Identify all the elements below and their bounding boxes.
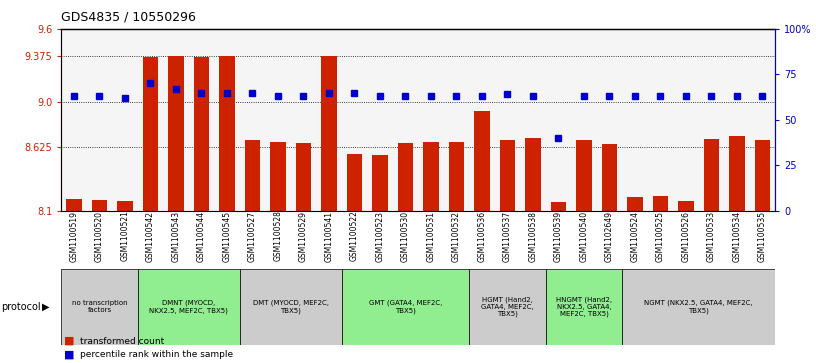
Text: no transcription
factors: no transcription factors	[72, 300, 127, 313]
Text: GMT (GATA4, MEF2C,
TBX5): GMT (GATA4, MEF2C, TBX5)	[369, 300, 442, 314]
Text: GSM1100545: GSM1100545	[223, 211, 232, 262]
Bar	[193, 57, 209, 211]
Bar	[424, 142, 438, 211]
Bar	[168, 56, 184, 211]
Text: GSM1100533: GSM1100533	[707, 211, 716, 262]
Bar	[66, 199, 82, 211]
Bar	[295, 143, 311, 211]
Bar	[449, 142, 464, 211]
Text: GSM1100526: GSM1100526	[681, 211, 690, 261]
Text: GSM1100529: GSM1100529	[299, 211, 308, 261]
Text: DMNT (MYOCD,
NKX2.5, MEF2C, TBX5): DMNT (MYOCD, NKX2.5, MEF2C, TBX5)	[149, 300, 228, 314]
Bar	[322, 56, 336, 211]
Bar	[143, 57, 158, 211]
Bar	[469, 269, 546, 345]
Text: GSM1100519: GSM1100519	[69, 211, 78, 261]
Text: GSM1100522: GSM1100522	[350, 211, 359, 261]
Text: GSM1100540: GSM1100540	[579, 211, 588, 262]
Text: GSM1100525: GSM1100525	[656, 211, 665, 261]
Text: HNGMT (Hand2,
NKX2.5, GATA4,
MEF2C, TBX5): HNGMT (Hand2, NKX2.5, GATA4, MEF2C, TBX5…	[556, 296, 612, 317]
Bar	[601, 144, 617, 211]
Bar	[61, 269, 138, 345]
Text: GDS4835 / 10550296: GDS4835 / 10550296	[61, 11, 196, 24]
Bar	[118, 201, 132, 211]
Text: GSM1100524: GSM1100524	[631, 211, 640, 261]
Text: GSM1100541: GSM1100541	[325, 211, 334, 261]
Text: GSM1100523: GSM1100523	[375, 211, 384, 261]
Bar	[270, 142, 286, 211]
Text: GSM1100543: GSM1100543	[171, 211, 180, 262]
Text: GSM1100534: GSM1100534	[733, 211, 742, 262]
Bar	[474, 111, 490, 211]
Bar	[220, 56, 234, 211]
Text: GSM1100542: GSM1100542	[146, 211, 155, 261]
Text: GSM1100535: GSM1100535	[758, 211, 767, 262]
Text: GSM1100527: GSM1100527	[248, 211, 257, 261]
Bar	[551, 202, 566, 211]
Bar	[755, 140, 770, 211]
Text: GSM1100521: GSM1100521	[121, 211, 130, 261]
Bar	[240, 269, 342, 345]
Bar	[576, 140, 592, 211]
Text: GSM1100520: GSM1100520	[95, 211, 104, 261]
Bar	[628, 197, 642, 211]
Bar	[138, 269, 240, 345]
Text: GSM1102649: GSM1102649	[605, 211, 614, 261]
Bar	[703, 139, 719, 211]
Bar	[730, 135, 744, 211]
Text: GSM1100530: GSM1100530	[401, 211, 410, 262]
Bar	[499, 140, 515, 211]
Text: GSM1100537: GSM1100537	[503, 211, 512, 262]
Text: transformed count: transformed count	[80, 337, 164, 346]
Bar	[397, 143, 413, 211]
Bar	[342, 269, 469, 345]
Text: percentile rank within the sample: percentile rank within the sample	[80, 350, 233, 359]
Text: ■: ■	[64, 349, 74, 359]
Text: GSM1100528: GSM1100528	[273, 211, 282, 261]
Bar	[546, 269, 622, 345]
Text: ■: ■	[64, 335, 74, 346]
Text: GSM1100531: GSM1100531	[427, 211, 436, 261]
Bar	[526, 138, 540, 211]
Text: GSM1100544: GSM1100544	[197, 211, 206, 262]
Text: NGMT (NKX2.5, GATA4, MEF2C,
TBX5): NGMT (NKX2.5, GATA4, MEF2C, TBX5)	[645, 300, 753, 314]
Bar	[347, 154, 362, 211]
Text: GSM1100538: GSM1100538	[529, 211, 538, 261]
Bar	[678, 201, 694, 211]
Text: GSM1100539: GSM1100539	[554, 211, 563, 262]
Bar	[91, 200, 107, 211]
Bar	[622, 269, 775, 345]
Text: protocol: protocol	[1, 302, 41, 312]
Text: ▶: ▶	[42, 302, 50, 312]
Bar	[245, 140, 260, 211]
Text: HGMT (Hand2,
GATA4, MEF2C,
TBX5): HGMT (Hand2, GATA4, MEF2C, TBX5)	[481, 296, 534, 317]
Bar	[372, 155, 388, 211]
Text: GSM1100532: GSM1100532	[452, 211, 461, 261]
Bar	[653, 196, 668, 211]
Text: GSM1100536: GSM1100536	[477, 211, 486, 262]
Text: DMT (MYOCD, MEF2C,
TBX5): DMT (MYOCD, MEF2C, TBX5)	[253, 300, 329, 314]
